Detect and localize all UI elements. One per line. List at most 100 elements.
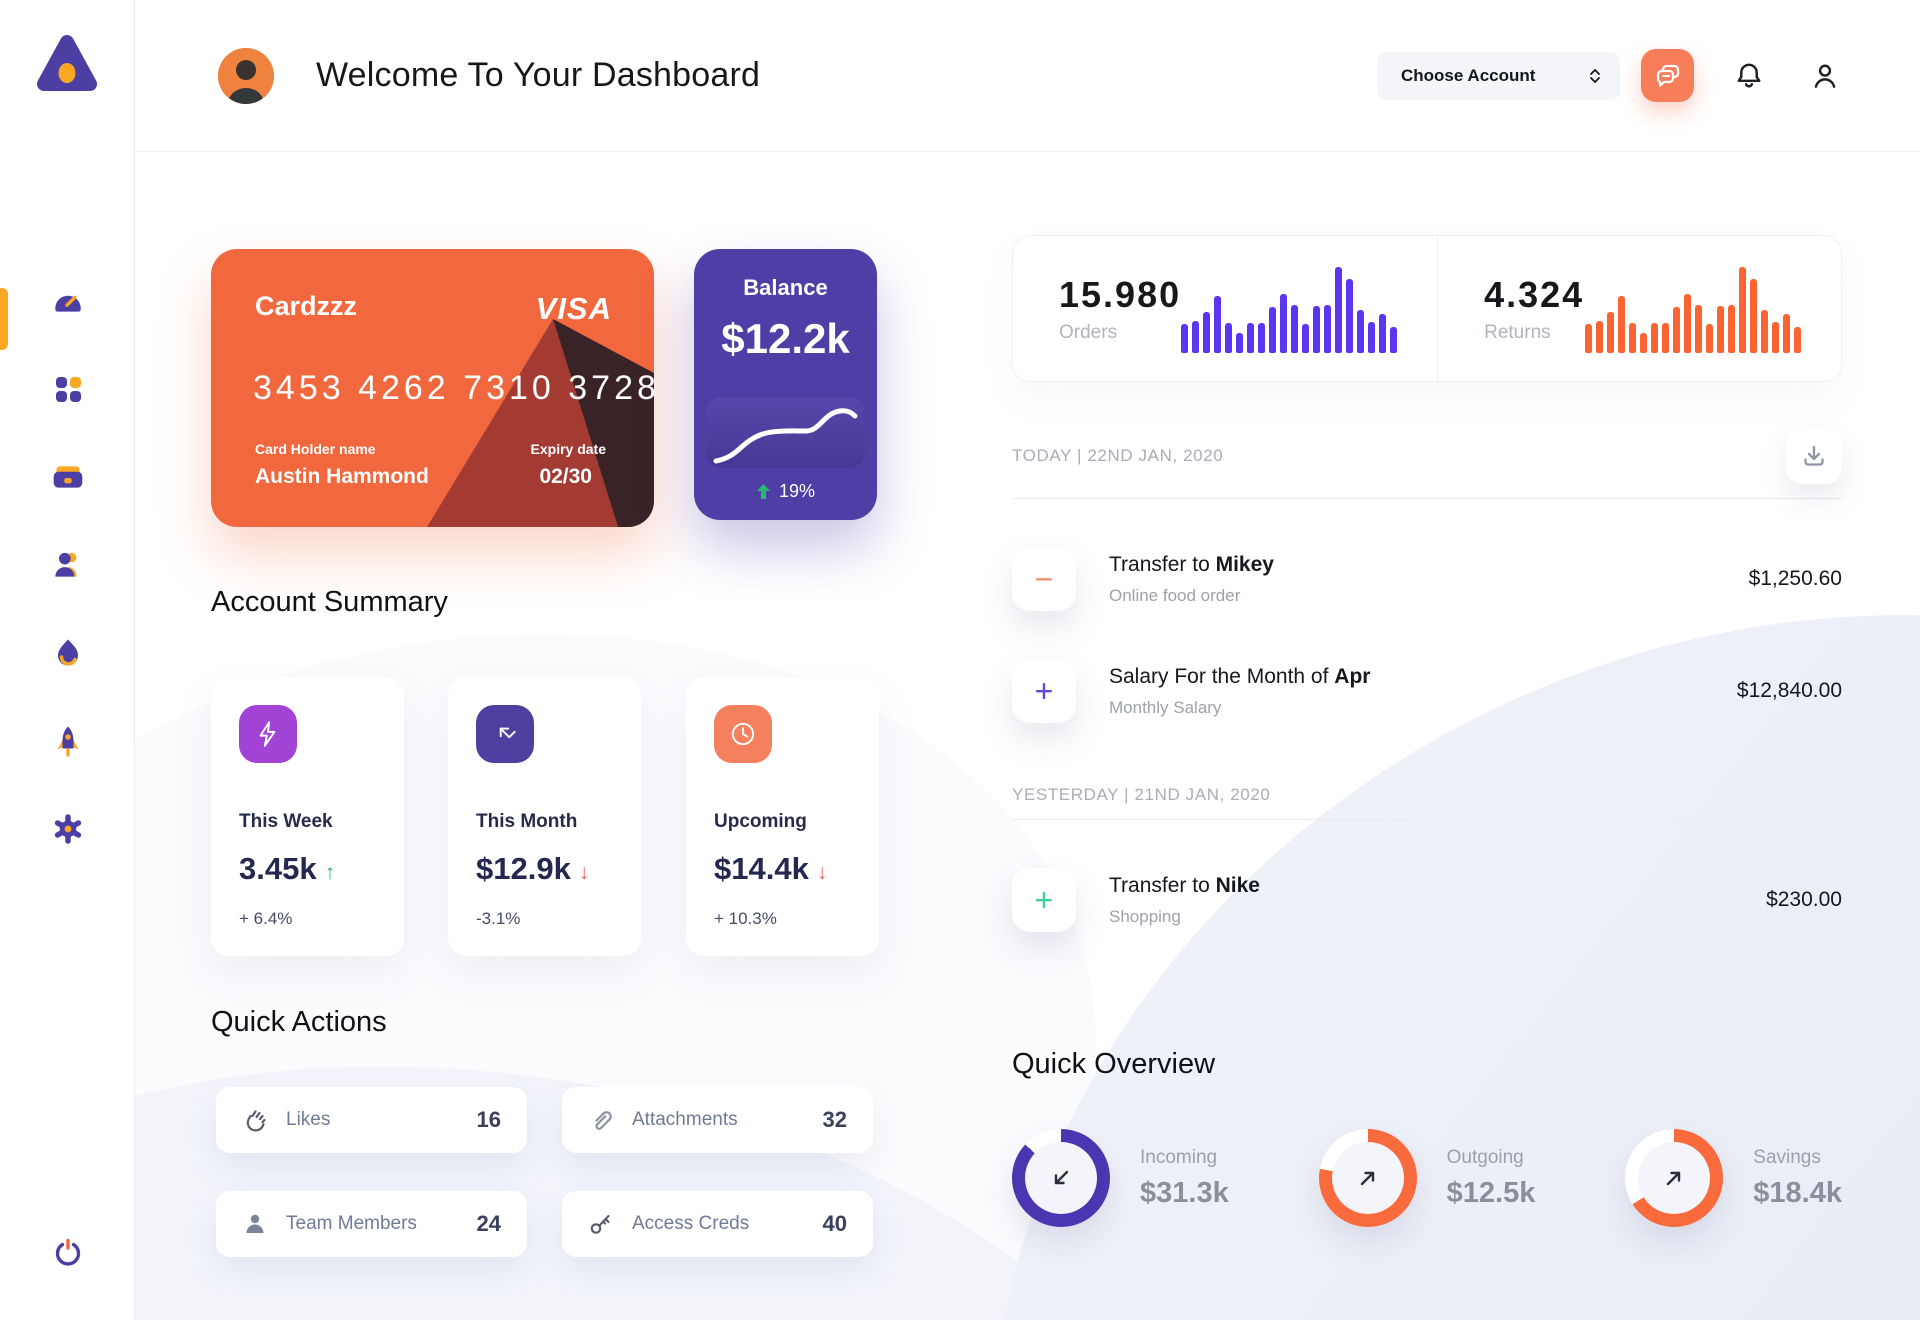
lightning-icon (259, 721, 276, 747)
summary-label: This Month (476, 811, 578, 832)
overview-savings: Savings $18.4k (1625, 1129, 1842, 1227)
summary-value: $12.9k ↓ (476, 851, 613, 887)
overview-outgoing: Outgoing $12.5k (1318, 1129, 1536, 1227)
messages-button[interactable] (1641, 49, 1694, 102)
outgoing-donut (1318, 1129, 1417, 1227)
summary-change: + 10.3% (714, 909, 777, 928)
transaction-title-text: Salary For the Month of (1109, 664, 1335, 688)
user-avatar[interactable] (218, 47, 274, 104)
quick-action-likes[interactable]: Likes 16 (216, 1087, 527, 1153)
quick-action-count: 40 (822, 1211, 847, 1236)
header-actions: Choose Account (1377, 49, 1842, 102)
trend-down-icon: ↓ (816, 861, 828, 884)
notifications-button[interactable] (1732, 59, 1766, 93)
card-holder-name: Austin Hammond (255, 465, 429, 488)
donut-center (1638, 1142, 1711, 1214)
quick-action-team-members[interactable]: Team Members 24 (216, 1191, 527, 1257)
transaction-texts: Transfer to Nike Shopping (1109, 874, 1260, 927)
clock-icon (731, 722, 755, 746)
transactions-date-group: YESTERDAY | 21ND JAN, 2020 (1012, 785, 1842, 820)
sidebar-item-dashboard[interactable] (50, 283, 86, 319)
quick-overview-heading: Quick Overview (1012, 1048, 1216, 1080)
summary-value: $14.4k ↓ (714, 851, 851, 887)
logo-triangle-icon (37, 35, 97, 91)
sidebar-item-trending[interactable] (50, 635, 86, 671)
summary-card-this-month: This Month $12.9k ↓ -3.1% (448, 677, 641, 956)
overview-value: $12.5k (1446, 1176, 1536, 1209)
select-chevrons-icon (1590, 68, 1600, 83)
balance-sparkline (713, 408, 858, 464)
card-name: Cardzzz (255, 291, 358, 321)
account-selector[interactable]: Choose Account (1377, 51, 1620, 100)
sidebar-item-team[interactable] (50, 547, 86, 583)
arrow-up-icon (756, 483, 770, 499)
sidebar-item-portfolio[interactable] (50, 459, 86, 495)
overview-incoming: Incoming $31.3k (1012, 1129, 1229, 1227)
transaction-title: Transfer to Mikey (1109, 553, 1274, 577)
transaction-title: Salary For the Month of Apr (1109, 665, 1370, 689)
sidebar-item-apps[interactable] (50, 371, 86, 407)
arrow-down-left-icon (1054, 1170, 1069, 1185)
card-decoration (427, 319, 654, 527)
savings-donut (1625, 1129, 1724, 1227)
sidebar-item-settings[interactable] (50, 811, 86, 847)
sidebar-active-indicator (0, 288, 8, 350)
donut-center (1025, 1142, 1097, 1214)
trend-down-icon: ↓ (578, 861, 590, 884)
quick-action-access-creds[interactable]: Access Creds 40 (562, 1191, 873, 1257)
summary-label: This Week (239, 811, 333, 832)
returns-value: 4.324 (1484, 273, 1585, 315)
quick-action-attachments[interactable]: Attachments 32 (562, 1087, 873, 1153)
summary-card-this-week: This Week 3.45k ↑ + 6.4% (211, 677, 404, 956)
transactions-date-today: TODAY | 22ND JAN, 2020 (1012, 446, 1224, 465)
summary-value: 3.45k ↑ (239, 851, 376, 887)
overview-texts: Incoming $31.3k (1140, 1147, 1229, 1210)
bell-icon (1737, 63, 1761, 87)
balance-label: Balance (743, 275, 828, 300)
transaction-row[interactable]: + Transfer to Nike Shopping $230.00 (1012, 868, 1842, 932)
quick-actions-grid: Likes 16 Attachments 32 Team Members 24 (216, 1087, 873, 1257)
logout-button[interactable] (50, 1235, 86, 1271)
transactions-list: TODAY | 22ND JAN, 2020 − Transfer to Mik… (1012, 428, 1842, 932)
divider (1012, 819, 1842, 820)
key-icon (590, 1214, 610, 1234)
flame-icon (57, 639, 78, 666)
overview-value: $31.3k (1140, 1176, 1229, 1209)
summary-icon-box (476, 705, 534, 763)
download-button[interactable] (1786, 428, 1842, 484)
user-icon (1814, 64, 1836, 88)
header: Welcome To Your Dashboard Choose Account (136, 0, 1920, 152)
rocket-icon (57, 726, 78, 757)
trend-up-icon: ↑ (324, 861, 336, 884)
transactions-toolbar: TODAY | 22ND JAN, 2020 (1012, 428, 1842, 484)
transaction-title-text: Transfer to (1109, 873, 1216, 897)
arrow-up-right-icon (1360, 1171, 1374, 1186)
returns-bar-chart (1585, 265, 1801, 353)
card-number: 3453 4262 7310 3728 (253, 369, 654, 407)
transaction-amount: $12,840.00 (1736, 679, 1842, 702)
orders-bar-chart (1181, 265, 1398, 353)
balance-card: Balance $12.2k 19% (694, 249, 877, 520)
quick-action-label: Likes (286, 1109, 331, 1130)
plus-icon: + (1034, 881, 1054, 918)
transaction-row[interactable]: + Salary For the Month of Apr Monthly Sa… (1012, 659, 1842, 723)
app-logo[interactable] (30, 28, 104, 102)
person-icon (246, 1214, 264, 1233)
card-expiry-label: Expiry date (530, 441, 606, 457)
transaction-row[interactable]: − Transfer to Mikey Online food order $1… (1012, 547, 1842, 611)
sidebar-item-launch[interactable] (50, 723, 86, 759)
transaction-texts: Transfer to Mikey Online food order (1109, 553, 1274, 606)
overview-label: Outgoing (1446, 1146, 1524, 1168)
visa-logo: VISA (535, 291, 612, 326)
balance-change: 19% (694, 481, 877, 502)
overview-label: Savings (1753, 1146, 1821, 1168)
plus-icon: + (1034, 672, 1054, 709)
profile-button[interactable] (1808, 59, 1842, 93)
page-title: Welcome To Your Dashboard (316, 56, 761, 94)
balance-change-value: 19% (778, 481, 816, 501)
summary-change: + 6.4% (239, 909, 293, 928)
chat-bubbles-icon (1656, 64, 1679, 87)
transaction-title-text: Transfer to (1109, 552, 1216, 576)
